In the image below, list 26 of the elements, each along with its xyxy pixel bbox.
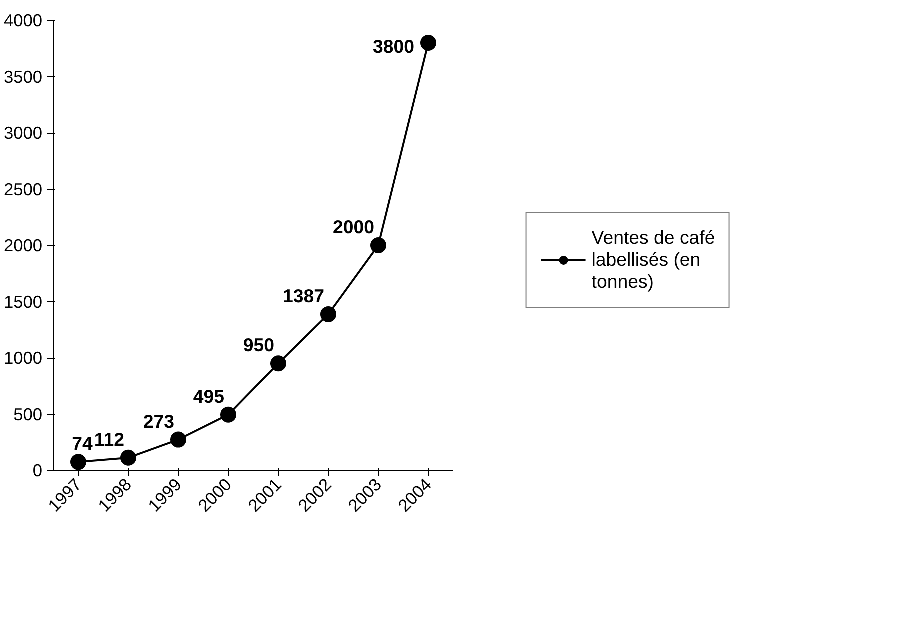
data-label: 2000 xyxy=(332,216,375,238)
point xyxy=(420,35,436,51)
y-tick-label: 2000 xyxy=(4,236,43,256)
y-tick-label: 0 xyxy=(32,460,43,480)
data-label: 112 xyxy=(94,428,125,450)
point xyxy=(270,356,286,372)
point xyxy=(170,432,186,448)
y-tick-label: 3500 xyxy=(4,66,43,87)
y-tick-label: 1500 xyxy=(4,292,43,312)
point xyxy=(220,406,236,423)
point xyxy=(120,450,136,466)
legend-label: Ventes de café labellisés (en tonnes) xyxy=(592,227,716,293)
y-tick-label: 2500 xyxy=(4,179,43,200)
data-label: 3800 xyxy=(372,36,415,57)
data-label: 950 xyxy=(243,334,275,356)
y-tick-label: 500 xyxy=(14,404,43,424)
y-tick-label: 3000 xyxy=(4,123,43,143)
data-label: 74 xyxy=(72,433,94,454)
data-label: 1387 xyxy=(282,285,325,306)
point xyxy=(70,454,86,470)
y-tick-label: 1000 xyxy=(4,348,43,368)
y-tick-label: 4000 xyxy=(4,10,43,30)
point xyxy=(370,238,386,254)
point xyxy=(320,306,336,322)
data-label: 495 xyxy=(193,386,225,407)
data-label: 273 xyxy=(143,410,175,432)
